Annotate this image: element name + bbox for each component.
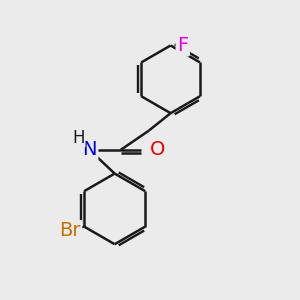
Text: F: F (177, 36, 188, 55)
Text: H: H (72, 129, 85, 147)
Text: Br: Br (59, 221, 81, 241)
Text: O: O (149, 140, 165, 160)
Text: N: N (82, 140, 97, 160)
